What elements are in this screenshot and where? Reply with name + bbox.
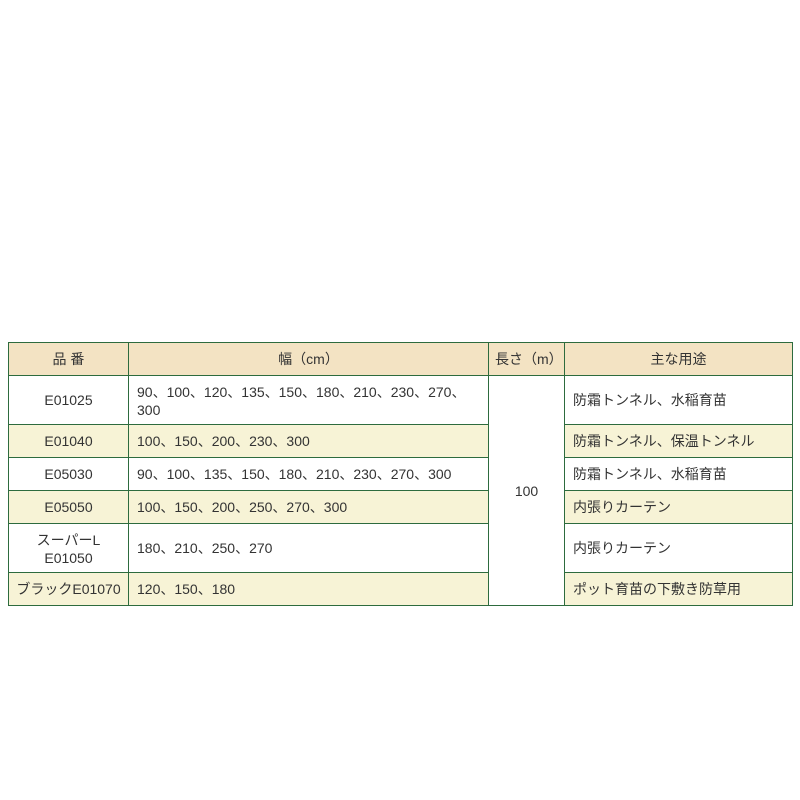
cell-width: 120、150、180 [129, 573, 489, 606]
cell-usage: 防霜トンネル、保温トンネル [565, 425, 793, 458]
cell-width: 90、100、135、150、180、210、230、270、300 [129, 458, 489, 491]
cell-width: 90、100、120、135、150、180、210、230、270、300 [129, 376, 489, 425]
table-row: E01040 100、150、200、230、300 防霜トンネル、保温トンネル [9, 425, 793, 458]
cell-usage: 防霜トンネル、水稲育苗 [565, 376, 793, 425]
cell-width: 100、150、200、230、300 [129, 425, 489, 458]
cell-usage: 防霜トンネル、水稲育苗 [565, 458, 793, 491]
table-row: ブラックE01070 120、150、180 ポット育苗の下敷き防草用 [9, 573, 793, 606]
cell-width: 180、210、250、270 [129, 524, 489, 573]
cell-length-merged: 100 [489, 376, 565, 606]
cell-code: E01040 [9, 425, 129, 458]
cell-code: スーパーL E01050 [9, 524, 129, 573]
cell-code: ブラックE01070 [9, 573, 129, 606]
cell-usage: 内張りカーテン [565, 524, 793, 573]
cell-usage: 内張りカーテン [565, 491, 793, 524]
cell-code: E05050 [9, 491, 129, 524]
col-header-code: 品 番 [9, 343, 129, 376]
col-header-width: 幅（cm） [129, 343, 489, 376]
col-header-usage: 主な用途 [565, 343, 793, 376]
table-row: E05030 90、100、135、150、180、210、230、270、30… [9, 458, 793, 491]
table-header-row: 品 番 幅（cm） 長さ（m） 主な用途 [9, 343, 793, 376]
cell-usage: ポット育苗の下敷き防草用 [565, 573, 793, 606]
product-spec-table-container: 品 番 幅（cm） 長さ（m） 主な用途 E01025 90、100、120、1… [8, 342, 792, 606]
cell-code: E01025 [9, 376, 129, 425]
table-row: E05050 100、150、200、250、270、300 内張りカーテン [9, 491, 793, 524]
cell-code: E05030 [9, 458, 129, 491]
table-row: スーパーL E01050 180、210、250、270 内張りカーテン [9, 524, 793, 573]
col-header-length: 長さ（m） [489, 343, 565, 376]
table-row: E01025 90、100、120、135、150、180、210、230、27… [9, 376, 793, 425]
cell-width: 100、150、200、250、270、300 [129, 491, 489, 524]
product-spec-table: 品 番 幅（cm） 長さ（m） 主な用途 E01025 90、100、120、1… [8, 342, 793, 606]
